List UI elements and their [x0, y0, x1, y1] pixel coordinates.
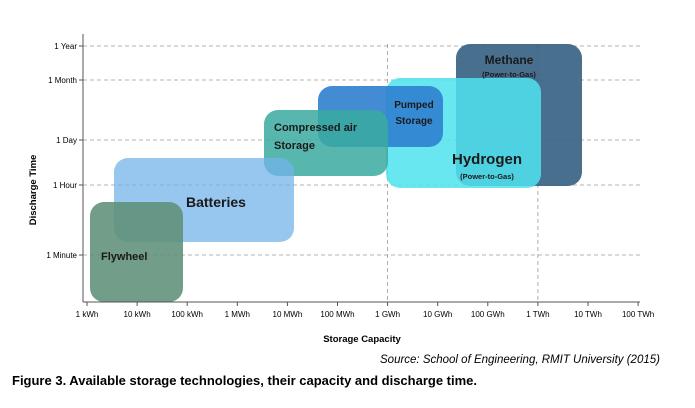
x-tick-label: 1 MWh: [225, 310, 250, 319]
y-tick-label: 1 Year: [54, 42, 77, 51]
x-tick-label: 1 GWh: [375, 310, 400, 319]
x-tick-label: 1 TWh: [526, 310, 549, 319]
label-hydrogen-sub: (Power-to-Gas): [460, 172, 514, 181]
label-compressed-2: Storage: [274, 140, 315, 152]
x-tick-label: 10 GWh: [423, 310, 452, 319]
x-tick-label: 10 kWh: [124, 310, 151, 319]
figure-caption: Figure 3. Available storage technologies…: [12, 373, 478, 388]
area-compressed-air-storage: [264, 110, 388, 176]
y-tick-label: 1 Hour: [53, 181, 77, 190]
label-compressed-1: Compressed air: [274, 122, 358, 134]
x-tick-label: 1 kWh: [76, 310, 99, 319]
x-tick-label: 10 MWh: [273, 310, 303, 319]
label-flywheel: Flywheel: [101, 251, 147, 263]
axes: 1 Minute 1 Hour 1 Day 1 Month 1 Year 1 kWh 10 …: [28, 34, 654, 345]
area-flywheel: [90, 202, 183, 302]
y-tick-label: 1 Day: [56, 136, 77, 145]
label-pumped-2: Storage: [395, 116, 433, 127]
x-axis-label: Storage Capacity: [323, 334, 401, 345]
label-batteries: Batteries: [186, 194, 246, 210]
x-tick-label: 100 MWh: [320, 310, 354, 319]
label-pumped-1: Pumped: [394, 100, 433, 111]
x-tick-label: 100 TWh: [622, 310, 654, 319]
technology-labels: Methane (Power-to-Gas) Hydrogen (Power-to-G…: [101, 53, 536, 263]
label-hydrogen: Hydrogen: [452, 151, 522, 168]
storage-chart: Methane (Power-to-Gas) Hydrogen (Power-to-G…: [28, 34, 654, 345]
x-tick-label: 100 kWh: [171, 310, 203, 319]
y-tick-label: 1 Month: [48, 76, 77, 85]
x-tick-label: 10 TWh: [574, 310, 602, 319]
y-axis-label: Discharge Time: [28, 155, 39, 226]
label-methane: Methane: [485, 53, 534, 67]
x-tick-label: 100 GWh: [471, 310, 505, 319]
label-methane-sub: (Power-to-Gas): [482, 70, 536, 79]
source-note: Source: School of Engineering, RMIT Univ…: [380, 354, 660, 366]
technology-areas: [90, 44, 582, 302]
y-tick-label: 1 Minute: [46, 251, 77, 260]
